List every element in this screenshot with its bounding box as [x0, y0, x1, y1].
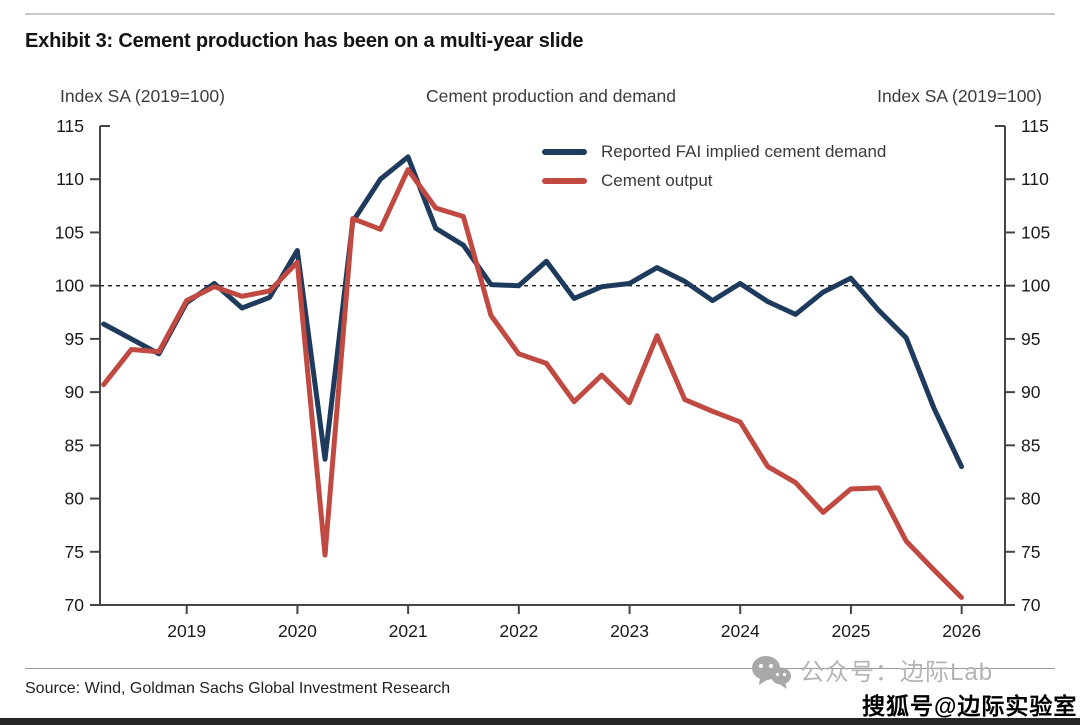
- y-tick-label-left: 100: [55, 276, 84, 296]
- y-tick-label-right: 100: [1021, 276, 1050, 296]
- y-tick-label-left: 70: [65, 595, 85, 615]
- y-tick-label-right: 105: [1021, 222, 1050, 242]
- y-tick-label-right: 80: [1021, 489, 1041, 509]
- axis-label-right: Index SA (2019=100): [877, 86, 1042, 106]
- y-tick-label-right: 85: [1021, 435, 1040, 455]
- y-tick-label-left: 80: [65, 489, 85, 509]
- wechat-icon: [752, 656, 791, 689]
- y-tick-label-right: 75: [1021, 542, 1040, 562]
- legend-swatch-output-line: [542, 178, 587, 184]
- x-tick-label: 2026: [942, 621, 981, 641]
- x-tick-label: 2023: [610, 621, 649, 641]
- y-tick-label-right: 115: [1021, 116, 1049, 136]
- chart-header: Index SA (2019=100) Cement production an…: [60, 86, 1042, 107]
- legend-label-output: Cement output: [601, 171, 713, 190]
- legend-swatch-demand-line: [542, 149, 587, 155]
- chart-legend: Reported FAI implied cement demand Cemen…: [542, 141, 886, 192]
- x-tick-label: 2020: [278, 621, 317, 641]
- legend-item-demand: Reported FAI implied cement demand: [542, 141, 886, 163]
- series-line-demand: [101, 154, 964, 470]
- y-tick-label-left: 85: [65, 435, 84, 455]
- top-rule: [25, 13, 1055, 15]
- x-tick-label: 2025: [831, 621, 870, 641]
- x-tick-label: 2022: [499, 621, 538, 641]
- bottom-bar: [0, 718, 1080, 725]
- y-tick-label-left: 90: [65, 382, 85, 402]
- legend-label-demand: Reported FAI implied cement demand: [601, 142, 887, 161]
- axes: [99, 126, 1006, 606]
- wechat-watermark: 公众号：边际Lab: [750, 654, 993, 692]
- y-tick-label-left: 95: [65, 329, 84, 349]
- y-tick-label-left: 110: [56, 169, 84, 189]
- x-tick-label: 2019: [167, 621, 206, 641]
- x-tick-label: 2021: [389, 621, 428, 641]
- y-tick-label-left: 75: [65, 542, 84, 562]
- chart-title: Cement production and demand: [425, 86, 677, 106]
- axis-label-left: Index SA (2019=100): [60, 86, 225, 106]
- x-tick-label: 2024: [721, 621, 760, 641]
- series-line-output: [101, 167, 964, 600]
- exhibit-title: Exhibit 3: Cement production has been on…: [25, 30, 584, 52]
- y-ticks: 115 115 110 110 105 105 100 100 95 95 90 90 85 85 80 80…: [55, 116, 1051, 615]
- y-tick-label-left: 115: [56, 116, 84, 136]
- source-text: Source: Wind, Goldman Sachs Global Inves…: [25, 680, 451, 697]
- sohu-watermark-text: 搜狐号@边际实验室: [862, 693, 1078, 719]
- y-tick-label-right: 110: [1021, 169, 1049, 189]
- source-rule: [25, 668, 1055, 669]
- x-ticks: 2019 2020 2021 2022 2023 2024 2025 2026: [167, 605, 981, 641]
- y-tick-label-right: 95: [1021, 329, 1040, 349]
- legend-item-output: Cement output: [542, 170, 886, 192]
- y-tick-label-right: 70: [1021, 595, 1041, 615]
- wechat-watermark-text: 公众号：边际Lab: [800, 659, 994, 686]
- y-tick-label-left: 105: [55, 222, 84, 242]
- y-tick-label-right: 90: [1021, 382, 1041, 402]
